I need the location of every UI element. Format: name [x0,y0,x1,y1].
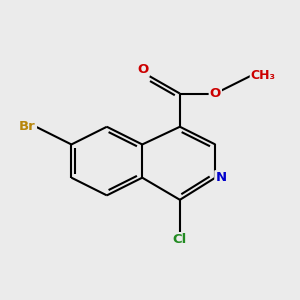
Text: Br: Br [19,120,36,133]
Text: N: N [215,171,226,184]
Text: Cl: Cl [173,233,187,246]
Text: O: O [210,87,221,100]
Text: CH₃: CH₃ [251,69,276,82]
Text: O: O [138,63,149,76]
